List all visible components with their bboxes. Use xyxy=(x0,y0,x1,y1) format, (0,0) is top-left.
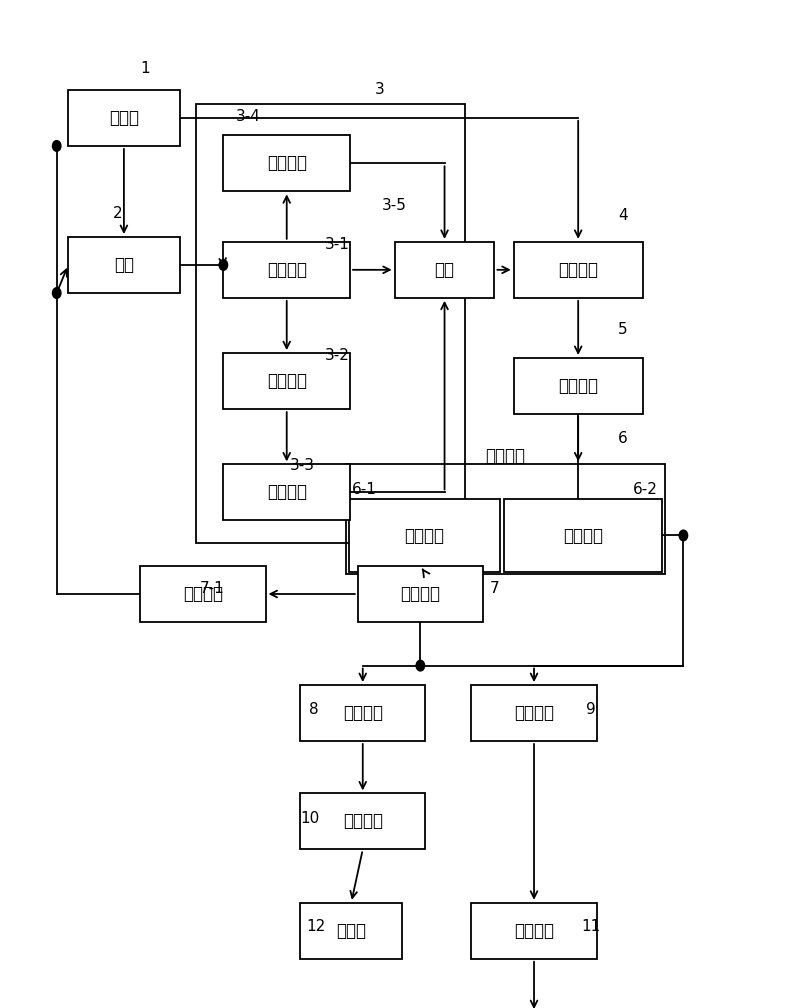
FancyBboxPatch shape xyxy=(358,565,483,622)
FancyBboxPatch shape xyxy=(349,499,500,572)
Circle shape xyxy=(679,530,688,540)
FancyBboxPatch shape xyxy=(68,237,179,293)
Text: 4: 4 xyxy=(618,208,627,223)
Text: 挤压造粒: 挤压造粒 xyxy=(558,261,598,279)
Text: 12: 12 xyxy=(306,919,325,934)
FancyBboxPatch shape xyxy=(300,903,402,959)
Text: 3-4: 3-4 xyxy=(236,110,261,124)
Text: 1: 1 xyxy=(140,61,150,76)
Text: 3: 3 xyxy=(374,83,384,98)
Text: 9: 9 xyxy=(586,702,595,717)
Text: 7: 7 xyxy=(490,581,499,596)
Text: 3-5: 3-5 xyxy=(382,199,407,214)
Text: 7-1: 7-1 xyxy=(199,581,224,596)
FancyBboxPatch shape xyxy=(300,793,426,850)
Circle shape xyxy=(53,141,61,151)
FancyBboxPatch shape xyxy=(394,242,494,298)
Circle shape xyxy=(416,660,425,671)
Text: 3-1: 3-1 xyxy=(325,237,350,252)
Text: 风力分选: 风力分选 xyxy=(266,484,306,501)
Text: 6-1: 6-1 xyxy=(351,482,376,497)
FancyBboxPatch shape xyxy=(223,353,350,409)
Text: 筛上物: 筛上物 xyxy=(109,109,139,127)
Text: 6-2: 6-2 xyxy=(634,482,658,497)
FancyBboxPatch shape xyxy=(223,242,350,298)
Circle shape xyxy=(53,287,61,298)
Text: 可燃气体: 可燃气体 xyxy=(404,527,444,545)
Text: 3-3: 3-3 xyxy=(290,458,315,473)
Text: 2: 2 xyxy=(114,207,123,221)
FancyBboxPatch shape xyxy=(471,903,597,959)
Text: 3-2: 3-2 xyxy=(325,349,350,364)
Text: 滚筒筛选: 滚筒筛选 xyxy=(266,261,306,279)
Text: 10: 10 xyxy=(301,811,320,826)
Text: 含氯残渣: 含氯残渣 xyxy=(514,704,554,722)
Text: 剪切破碎: 剪切破碎 xyxy=(266,154,306,172)
FancyBboxPatch shape xyxy=(141,565,266,622)
Text: 干燥: 干燥 xyxy=(114,256,134,274)
FancyBboxPatch shape xyxy=(514,242,642,298)
FancyBboxPatch shape xyxy=(223,135,350,192)
Text: 回转炉窑: 回转炉窑 xyxy=(400,585,440,603)
Text: 输出回用: 输出回用 xyxy=(486,447,526,465)
Text: 含碳残渣: 含碳残渣 xyxy=(342,704,382,722)
Text: 窑尾余热: 窑尾余热 xyxy=(183,585,223,603)
Text: 水泥熟料: 水泥熟料 xyxy=(514,921,554,939)
Text: 5: 5 xyxy=(618,323,627,338)
FancyBboxPatch shape xyxy=(223,465,350,520)
Text: 免烧砍: 免烧砍 xyxy=(336,921,366,939)
Text: 热解气化: 热解气化 xyxy=(558,377,598,395)
FancyBboxPatch shape xyxy=(504,499,662,572)
Text: 混合残渣: 混合残渣 xyxy=(562,527,602,545)
FancyBboxPatch shape xyxy=(471,685,597,741)
FancyBboxPatch shape xyxy=(68,90,179,146)
Text: 8: 8 xyxy=(309,702,318,717)
FancyBboxPatch shape xyxy=(514,358,642,414)
FancyBboxPatch shape xyxy=(300,685,426,741)
Text: 砂浆原料: 砂浆原料 xyxy=(342,812,382,831)
Text: 混合: 混合 xyxy=(434,261,454,279)
Text: 6: 6 xyxy=(618,430,627,446)
Circle shape xyxy=(219,260,227,270)
Text: 鄂式破碎: 鄂式破碎 xyxy=(266,372,306,390)
Text: 11: 11 xyxy=(581,919,600,934)
